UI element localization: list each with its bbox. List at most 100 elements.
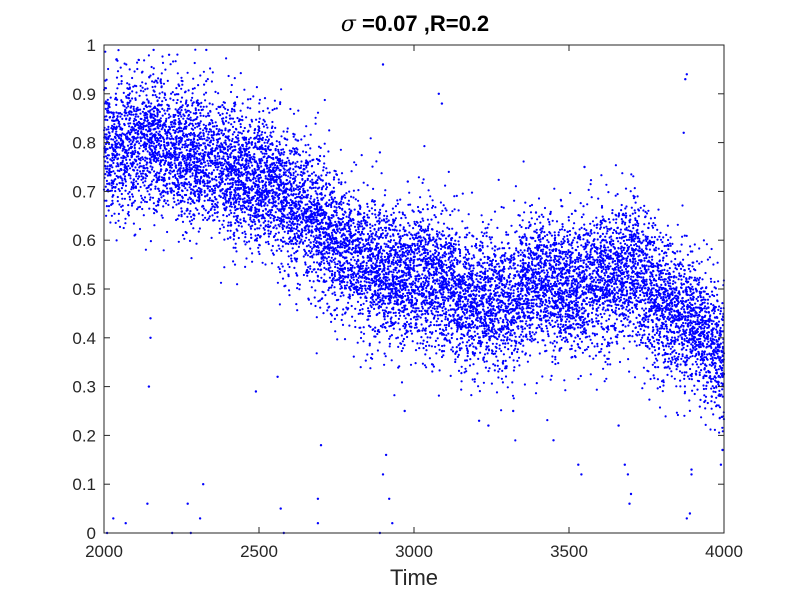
data-point (515, 321, 518, 324)
data-point (334, 263, 337, 266)
data-point (241, 211, 244, 214)
data-point (449, 261, 452, 264)
data-point (529, 211, 533, 214)
data-point (627, 324, 630, 327)
data-point (224, 139, 227, 142)
data-point (576, 245, 580, 248)
data-point (607, 318, 611, 321)
data-point (680, 243, 683, 246)
data-point (286, 188, 289, 191)
data-point (490, 382, 493, 385)
data-point (424, 353, 427, 356)
data-point (553, 234, 557, 237)
data-point (704, 395, 708, 398)
data-point (182, 185, 186, 188)
data-point (494, 364, 497, 367)
data-point (190, 215, 193, 218)
data-point (361, 225, 364, 228)
data-point (461, 341, 464, 344)
data-point (358, 326, 361, 329)
data-point (262, 209, 265, 212)
data-point (634, 260, 637, 263)
data-point (577, 260, 580, 263)
data-point (204, 209, 207, 212)
data-point (713, 386, 716, 390)
data-point (294, 179, 297, 182)
data-point (400, 334, 403, 337)
data-point (241, 115, 244, 118)
data-point (662, 317, 665, 321)
data-point (505, 231, 508, 234)
data-point (520, 311, 524, 314)
data-point (161, 61, 165, 64)
data-point (238, 200, 241, 203)
data-point (470, 191, 474, 194)
data-point (146, 113, 149, 116)
data-point (679, 325, 682, 328)
data-point (256, 227, 259, 230)
data-point (292, 132, 295, 135)
data-point (316, 199, 320, 202)
data-point (685, 286, 688, 289)
data-point (715, 328, 718, 331)
data-point (401, 234, 404, 238)
data-point (698, 276, 702, 279)
data-point (557, 313, 560, 316)
data-point (660, 304, 663, 308)
data-point (331, 292, 334, 295)
data-point (158, 125, 162, 128)
data-point (421, 248, 424, 251)
data-point (415, 232, 418, 235)
data-point (187, 144, 190, 147)
data-point (310, 250, 313, 253)
data-point (121, 182, 124, 185)
data-point (215, 184, 218, 187)
data-point (137, 129, 140, 133)
data-point (128, 125, 131, 128)
data-point (142, 150, 145, 153)
data-point (185, 99, 188, 102)
data-point (396, 256, 399, 259)
data-point (320, 225, 323, 228)
data-point (128, 167, 132, 170)
data-point (192, 137, 195, 140)
data-point (403, 233, 406, 236)
data-point (245, 116, 248, 119)
data-point (347, 301, 350, 304)
data-point (140, 127, 143, 130)
data-point (604, 309, 607, 312)
data-point (403, 266, 407, 269)
data-point (556, 277, 559, 280)
data-point (598, 260, 602, 264)
data-point (476, 372, 479, 375)
data-point (414, 318, 418, 321)
data-point (270, 249, 273, 252)
data-point (476, 316, 479, 319)
data-point (687, 357, 691, 360)
data-point (673, 291, 676, 294)
data-point (428, 297, 431, 300)
data-point (314, 186, 317, 189)
data-point (143, 196, 147, 199)
data-point (281, 159, 284, 162)
data-point (595, 333, 599, 336)
data-point (555, 254, 558, 258)
data-point (654, 288, 657, 292)
data-point (390, 334, 393, 337)
data-point (489, 259, 492, 262)
data-point (349, 263, 352, 267)
data-point (142, 90, 145, 93)
data-point (319, 306, 322, 309)
data-point (559, 328, 562, 331)
data-point (379, 298, 382, 301)
data-point (500, 254, 504, 257)
data-point (226, 229, 229, 232)
data-point (309, 209, 312, 212)
data-point (424, 274, 427, 277)
data-point (413, 282, 417, 285)
data-point (612, 239, 615, 242)
data-point (215, 124, 218, 127)
data-point (376, 220, 379, 223)
data-point (514, 439, 517, 442)
data-point (132, 113, 135, 116)
